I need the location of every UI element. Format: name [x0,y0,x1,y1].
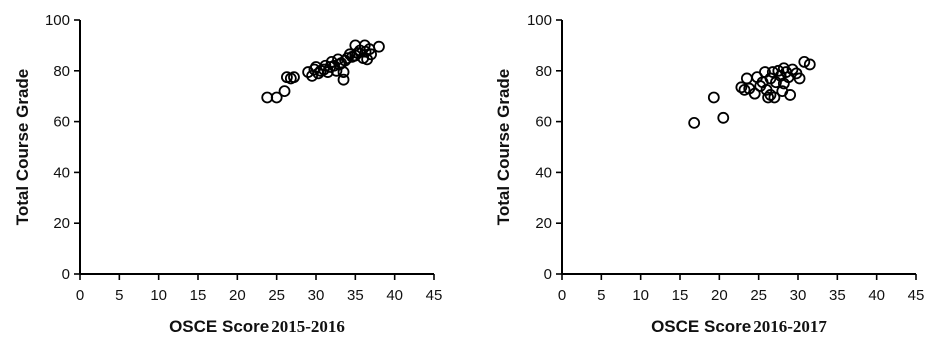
scatter-point [365,48,377,61]
x-axis-label: OSCE Score 2016-2017 [651,317,827,336]
x-axis-label-year: 2015-2016 [271,317,345,336]
scatter-point [717,111,730,124]
y-tick-label: 80 [53,63,70,80]
x-tick-label: 15 [672,287,689,304]
scatter-point [261,91,274,104]
x-tick-label: 35 [829,287,846,304]
scatter-point [748,87,761,100]
y-tick-label: 60 [535,114,552,131]
scatter-point [798,56,811,68]
x-tick-label: 35 [347,287,364,304]
y-tick-label: 60 [53,114,70,131]
y-tick-label: 80 [535,63,552,80]
x-tick-label: 5 [597,287,605,304]
x-tick-label: 45 [426,287,443,304]
y-tick-label: 20 [53,215,70,232]
scatter-point [337,66,350,78]
scatter-point [768,91,781,104]
scatter-panel-2015-2016: 0 20 40 60 80 100 0 5 10 15 20 25 30 35 40 45 Total Cour… [13,12,442,336]
scatter-point [707,91,720,104]
x-tick-label: 5 [115,287,123,304]
x-tick-label: 20 [229,287,246,304]
scatter-point [803,58,816,71]
scatter-point [762,91,775,104]
y-tick-label: 0 [62,266,70,283]
y-tick-label: 40 [53,164,70,181]
x-tick-label: 10 [150,287,167,304]
x-tick-label: 15 [190,287,207,304]
scatter-point [337,73,350,86]
scatter-point [735,81,748,94]
scatter-point [777,77,790,90]
x-axis-label-main: OSCE Score [651,317,751,336]
x-tick-label: 40 [868,287,885,304]
scatter-point [786,63,799,76]
x-tick-label: 30 [790,287,807,304]
x-axis-label-main: OSCE Score [169,317,269,336]
y-tick-label: 40 [535,164,552,181]
x-tick-label: 30 [308,287,325,304]
scatter-point [319,59,332,72]
scatter-point [270,91,283,104]
x-tick-label: 0 [558,287,566,304]
scatter-point [278,85,291,98]
x-tick-label: 10 [632,287,649,304]
scatter-point [784,89,797,101]
x-axis-label-year: 2016-2017 [753,317,827,336]
y-tick-label: 100 [45,12,70,29]
x-tick-label: 25 [750,287,767,304]
x-tick-label: 40 [386,287,403,304]
scatter-point [359,45,372,58]
x-tick-label: 20 [711,287,728,304]
y-axis-label: Total Course Grade [13,69,32,226]
scatter-point [373,40,385,53]
x-tick-label: 25 [268,287,285,304]
y-axis-label: Total Course Grade [494,69,513,226]
x-tick-label: 0 [76,287,84,304]
scatter-point [738,83,751,96]
scatter-point [688,116,701,129]
x-tick-label: 45 [908,287,925,304]
y-tick-label: 0 [544,266,552,283]
y-tick-label: 20 [535,215,552,232]
scatter-point [740,72,753,85]
x-axis-label: OSCE Score 2015-2016 [169,317,345,336]
scatter-point [288,71,300,84]
scatter-panel-2016-2017: 0 20 40 60 80 100 0 5 10 15 20 25 30 35 40 45 Total Cour… [494,12,924,336]
y-tick-label: 100 [527,12,552,29]
scatter-point [343,48,356,61]
scatter-point [793,72,806,85]
